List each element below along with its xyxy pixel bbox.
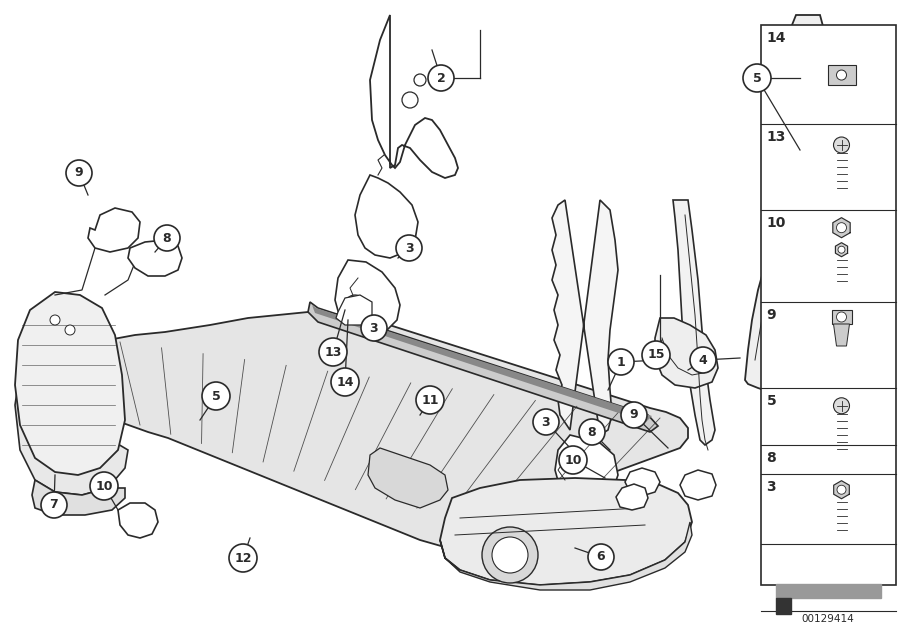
Polygon shape [673,200,715,445]
Circle shape [492,537,528,573]
Text: 3: 3 [542,415,550,429]
Circle shape [836,223,847,233]
Polygon shape [335,260,400,336]
Text: 9: 9 [630,408,638,422]
Text: 10: 10 [564,453,581,466]
Circle shape [837,485,846,494]
Circle shape [319,338,347,366]
Circle shape [90,472,118,500]
Circle shape [414,74,426,86]
Polygon shape [625,468,660,496]
Circle shape [621,402,647,428]
Circle shape [331,368,359,396]
Circle shape [559,446,587,474]
Circle shape [345,295,365,315]
Text: 6: 6 [597,551,606,563]
Text: 4: 4 [698,354,707,366]
Circle shape [361,315,387,341]
Polygon shape [782,15,834,178]
Circle shape [642,341,670,369]
Polygon shape [776,584,880,598]
Text: 9: 9 [75,167,84,179]
Text: 10: 10 [767,216,786,230]
Text: 11: 11 [421,394,439,406]
Circle shape [838,246,845,253]
Circle shape [416,386,444,414]
Polygon shape [32,480,125,515]
Bar [832,310,851,324]
Circle shape [482,527,538,583]
Polygon shape [118,503,158,538]
Polygon shape [835,243,848,257]
Polygon shape [833,481,850,499]
Text: 7: 7 [50,499,58,511]
Text: 14: 14 [767,31,786,45]
Circle shape [579,419,605,445]
Text: 5: 5 [212,389,220,403]
Polygon shape [552,200,618,435]
Polygon shape [312,305,652,422]
Bar [760,25,896,585]
Circle shape [402,92,418,108]
Text: 00129414: 00129414 [802,614,854,624]
Polygon shape [355,175,418,258]
Text: 5: 5 [767,394,776,408]
Polygon shape [832,218,850,238]
Polygon shape [308,302,658,432]
Circle shape [836,312,847,322]
Text: 3: 3 [767,480,776,494]
Circle shape [428,65,454,91]
Circle shape [743,64,771,92]
Circle shape [229,544,257,572]
Text: 3: 3 [370,322,378,335]
Text: 13: 13 [767,130,786,144]
Polygon shape [655,318,718,388]
Circle shape [833,137,850,153]
Text: 2: 2 [436,71,446,85]
Circle shape [50,315,60,325]
Text: 8: 8 [588,425,597,438]
Circle shape [833,398,850,414]
Polygon shape [440,478,692,585]
Circle shape [202,382,230,410]
Polygon shape [776,598,790,614]
Circle shape [588,544,614,570]
Polygon shape [616,484,648,510]
Circle shape [836,70,847,80]
Text: 8: 8 [163,232,171,244]
Polygon shape [368,448,448,508]
Text: 13: 13 [324,345,342,359]
Circle shape [66,160,92,186]
Polygon shape [833,324,850,346]
Polygon shape [100,312,688,548]
Circle shape [154,225,180,251]
Text: 14: 14 [337,375,354,389]
Polygon shape [745,190,812,395]
Polygon shape [370,15,458,178]
Circle shape [533,409,559,435]
Polygon shape [128,240,182,276]
Polygon shape [680,470,716,500]
Text: 5: 5 [752,71,761,85]
Circle shape [690,347,716,373]
Circle shape [608,349,634,375]
Polygon shape [440,522,692,590]
Polygon shape [15,292,125,475]
Text: 10: 10 [95,480,112,492]
Bar [827,65,856,85]
Polygon shape [555,435,618,500]
Text: 8: 8 [767,451,776,465]
Circle shape [396,235,422,261]
Text: 12: 12 [234,551,252,565]
Text: 3: 3 [405,242,413,254]
Text: 1: 1 [616,356,625,368]
Polygon shape [88,208,140,252]
Polygon shape [15,385,128,495]
Circle shape [41,492,67,518]
Circle shape [65,325,75,335]
Text: 15: 15 [647,349,665,361]
Text: 9: 9 [767,308,776,322]
Polygon shape [336,295,372,325]
